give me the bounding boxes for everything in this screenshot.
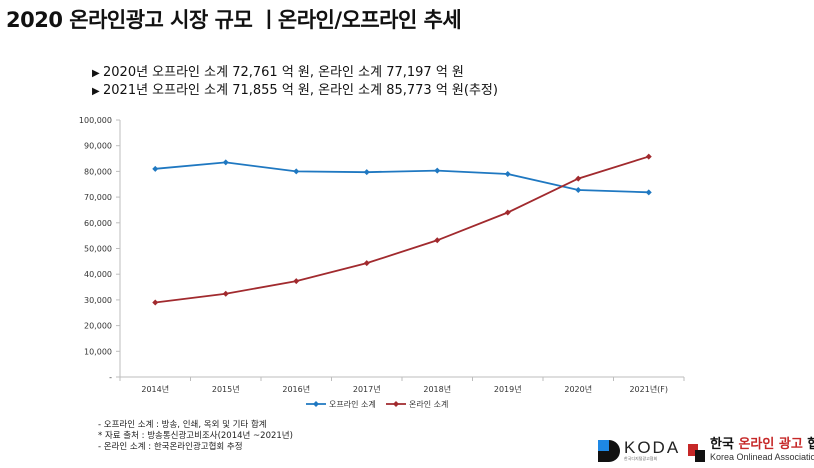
bullet-marker-icon: ▶: [92, 68, 100, 79]
association-english-name: Korea Onlinead Association: [710, 452, 814, 462]
y-tick-label: 80,000: [84, 167, 112, 176]
koda-logo-name: KODA: [624, 438, 681, 457]
summary-bullet: ▶ 2021년 오프라인 소계 71,855 억 원, 온라인 소계 85,773…: [92, 82, 498, 100]
x-tick-label: 2016년: [282, 384, 310, 394]
y-tick-label: -: [109, 373, 112, 382]
y-tick-label: 70,000: [84, 193, 112, 202]
footnotes: - 오프라인 소계 : 방송, 인쇄, 옥외 및 기타 합계 * 자료 출처 :…: [98, 420, 293, 453]
data-point: [293, 168, 300, 175]
x-tick-label: 2019년: [494, 384, 522, 394]
data-point: [293, 278, 300, 285]
association-korean-name: 한국 온라인 광고 협회: [710, 437, 814, 452]
y-tick-label: 90,000: [84, 142, 112, 151]
data-point: [152, 299, 159, 306]
koda-logo-icon: [598, 439, 620, 462]
data-point: [645, 153, 652, 160]
footnote: - 오프라인 소계 : 방송, 인쇄, 옥외 및 기타 합계: [98, 420, 267, 430]
data-point: [645, 189, 652, 196]
y-tick-label: 30,000: [84, 296, 112, 305]
x-tick-label: 2015년: [212, 384, 240, 394]
data-point: [222, 159, 229, 166]
koda-logo-subtitle: 한국디지털광고협회: [624, 456, 658, 461]
y-tick-label: 40,000: [84, 270, 112, 279]
x-tick-label: 2014년: [141, 384, 169, 394]
page-title: 2020 온라인광고 시장 규모 ㅣ온라인/오프라인 추세: [6, 8, 462, 32]
x-tick-label: 2020년: [564, 384, 592, 394]
legend-label: 오프라인 소계: [329, 399, 376, 409]
legend-marker-icon: [313, 401, 319, 407]
summary-bullet-text: 2020년 오프라인 소계 72,761 억 원, 온라인 소계 77,197 …: [103, 65, 464, 80]
x-tick-label: 2017년: [353, 384, 381, 394]
legend-marker-icon: [393, 401, 399, 407]
data-point: [434, 167, 441, 174]
summary-bullet-text: 2021년 오프라인 소계 71,855 억 원, 온라인 소계 85,773 …: [103, 83, 498, 98]
y-tick-label: 100,000: [79, 116, 112, 125]
bullet-marker-icon: ▶: [92, 86, 100, 97]
data-point: [222, 290, 229, 297]
data-point: [434, 237, 441, 244]
footnote: * 자료 출처 : 방송통신광고비조사(2014년 ~2021년): [98, 431, 293, 441]
summary-bullet: ▶ 2020년 오프라인 소계 72,761 억 원, 온라인 소계 77,197…: [92, 64, 498, 82]
y-tick-label: 60,000: [84, 219, 112, 228]
summary-bullets: ▶ 2020년 오프라인 소계 72,761 억 원, 온라인 소계 77,197…: [92, 64, 498, 100]
y-tick-label: 10,000: [84, 347, 112, 356]
data-point: [363, 260, 370, 267]
data-point: [363, 169, 370, 176]
data-point: [504, 170, 511, 177]
data-point: [575, 187, 582, 194]
koda-logo: KODA 한국디지털광고협회: [598, 439, 680, 462]
association-logo: 한국 온라인 광고 협회 Korea Onlinead Association: [686, 437, 814, 462]
x-tick-label: 2021년(F): [629, 384, 668, 394]
y-tick-label: 20,000: [84, 322, 112, 331]
series-line-1: [155, 155, 650, 304]
data-point: [575, 175, 582, 182]
x-tick-label: 2018년: [423, 384, 451, 394]
footnote: - 온라인 소계 : 한국온라인광고협회 추정: [98, 442, 243, 452]
data-point: [152, 165, 159, 172]
series-line-0: [155, 161, 649, 194]
association-logo-icon: [686, 438, 706, 462]
data-point: [504, 209, 511, 216]
legend-label: 온라인 소계: [409, 399, 448, 409]
y-tick-label: 50,000: [84, 245, 112, 254]
